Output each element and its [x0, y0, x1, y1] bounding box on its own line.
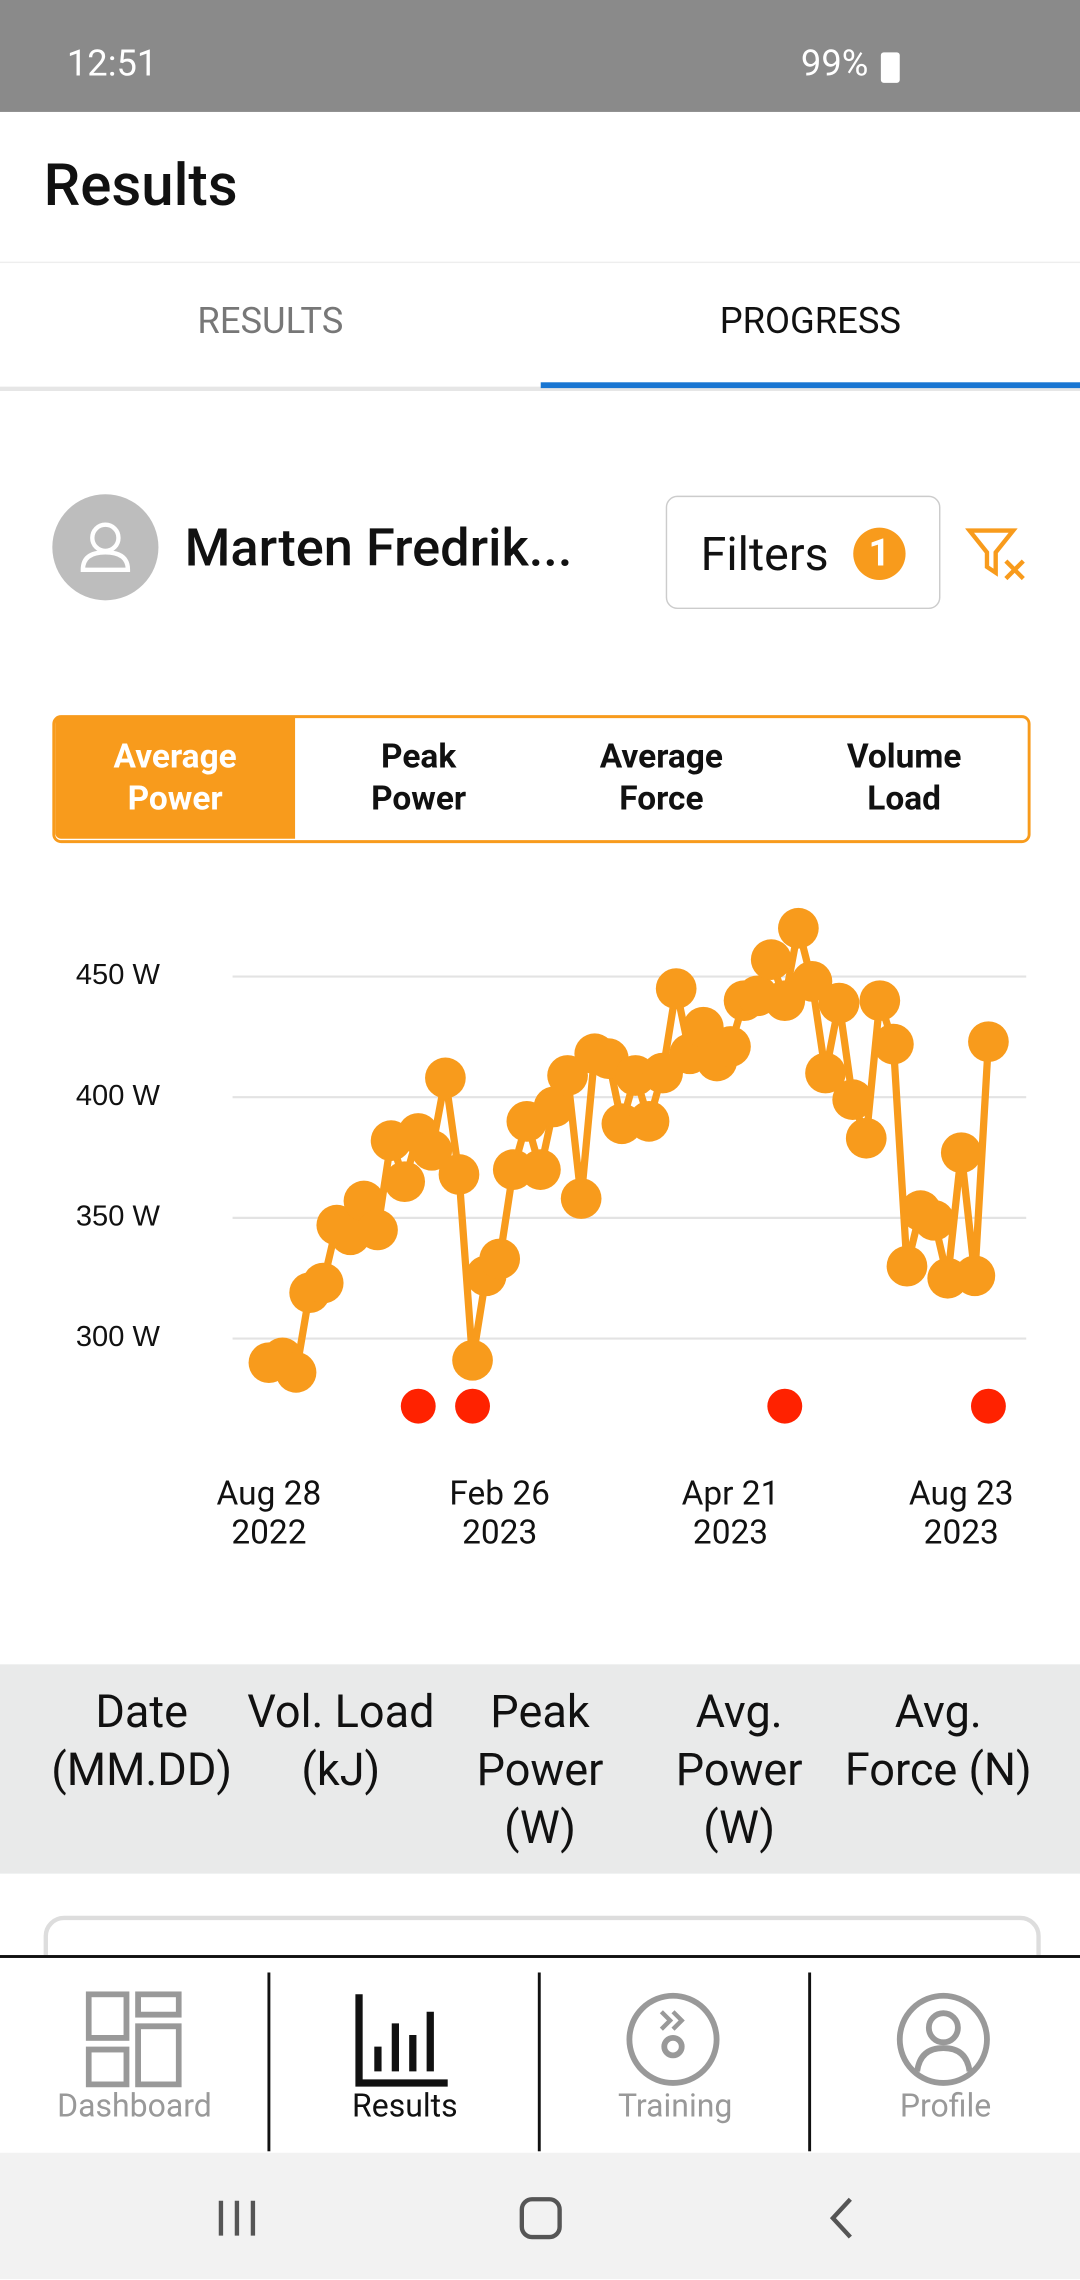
y-tick-label: 350 W: [76, 1201, 161, 1233]
data-point: [873, 1023, 914, 1065]
page-title: Results: [43, 151, 238, 220]
event-dot: [767, 1388, 803, 1424]
nav-item[interactable]: Profile: [811, 1970, 1080, 2152]
nav-label: Profile: [899, 2088, 992, 2126]
status-time: 12:51: [66, 43, 158, 86]
data-point: [954, 1255, 996, 1297]
system-nav: [0, 2152, 1080, 2280]
x-tick-label: Apr 21 2023: [681, 1473, 780, 1553]
column-header[interactable]: Date (MM.DD): [51, 1684, 233, 1797]
data-point: [275, 1352, 317, 1393]
avatar[interactable]: [52, 494, 159, 601]
column-header[interactable]: Vol. Load (kJ): [247, 1684, 435, 1797]
data-point: [818, 982, 860, 1024]
table-header: [0, 1664, 1080, 1874]
data-point: [560, 1178, 602, 1219]
data-point: [411, 1129, 453, 1171]
data-point: [357, 1209, 398, 1251]
status-bar: 12:51 99%: [0, 0, 1080, 112]
nav-label: Training: [617, 2088, 733, 2126]
x-tick-label: Aug 28 2022: [216, 1473, 322, 1553]
nav-label: Results: [352, 2088, 458, 2126]
event-dot: [455, 1388, 490, 1424]
data-point: [384, 1161, 426, 1203]
data-point: [628, 1100, 670, 1142]
tab-underline: [0, 386, 1080, 392]
system-nav-icons: [218, 2197, 852, 2240]
x-tick-label: Aug 23 2023: [908, 1473, 1014, 1553]
y-tick-label: 400 W: [76, 1080, 161, 1112]
nav-label: Dashboard: [57, 2088, 212, 2126]
athlete-name[interactable]: Marten Fredrik...: [184, 517, 573, 579]
data-point: [479, 1238, 521, 1280]
data-point: [520, 1149, 561, 1190]
data-point: [845, 1117, 887, 1159]
data-point: [805, 1052, 846, 1094]
nav-divider: [267, 1972, 271, 2152]
nav-item-active[interactable]: Results: [270, 1970, 539, 2152]
column-header[interactable]: Avg. Force (N): [844, 1684, 1032, 1797]
dashboard-icon: [85, 1991, 182, 2088]
tab-indicator: [540, 382, 1080, 389]
data-point: [710, 1026, 751, 1067]
event-dot: [970, 1388, 1006, 1424]
filters-count: 1: [853, 527, 906, 580]
data-point: [655, 968, 697, 1009]
data-point: [750, 939, 792, 980]
y-tick-label: 450 W: [76, 959, 161, 991]
data-point: [302, 1262, 344, 1304]
data-point: [940, 1132, 982, 1174]
y-tick-label: 300 W: [76, 1321, 161, 1353]
nav-item[interactable]: Dashboard: [0, 1970, 269, 2152]
battery-level: 99%: [800, 43, 869, 86]
metric-tab[interactable]: Average Force: [599, 736, 723, 819]
metric-selector: [52, 715, 1031, 844]
nav-item[interactable]: Training: [541, 1970, 810, 2152]
tab-active[interactable]: PROGRESS: [719, 300, 902, 344]
data-point: [547, 1055, 588, 1096]
metric-tab[interactable]: Peak Power: [371, 736, 467, 819]
tab[interactable]: RESULTS: [197, 300, 344, 344]
event-dot: [400, 1388, 436, 1424]
profile-icon: [896, 1992, 990, 2086]
column-header[interactable]: Avg. Power (W): [675, 1684, 803, 1855]
metric-tab-active[interactable]: Average Power: [55, 716, 296, 839]
data-point: [425, 1057, 466, 1099]
battery-icon: [880, 52, 900, 83]
data-point: [859, 980, 901, 1022]
data-point: [968, 1021, 1009, 1063]
data-point: [791, 961, 833, 1002]
filters-button[interactable]: Filters 1: [665, 495, 941, 610]
x-tick-label: Feb 26 2023: [449, 1473, 550, 1553]
divider: [0, 261, 1080, 264]
data-point: [913, 1199, 955, 1241]
avatar-icon: [80, 522, 131, 572]
results-icon: [355, 1994, 448, 2087]
data-point: [832, 1079, 874, 1120]
chart: 300 W 350 W 400 W 450 W: [76, 907, 1027, 1424]
column-header[interactable]: Peak Power (W): [476, 1684, 604, 1855]
filters-label: Filters: [700, 526, 829, 582]
nav-divider: [537, 1972, 541, 2152]
data-point: [778, 907, 819, 949]
metric-tab[interactable]: Volume Load: [846, 736, 962, 819]
training-icon: [626, 1992, 720, 2086]
data-point: [438, 1154, 480, 1195]
data-point: [886, 1245, 928, 1287]
nav-divider: [808, 1972, 812, 2152]
data-point: [533, 1086, 575, 1128]
clear-filters-icon[interactable]: [965, 526, 1029, 584]
data-point: [452, 1339, 493, 1381]
